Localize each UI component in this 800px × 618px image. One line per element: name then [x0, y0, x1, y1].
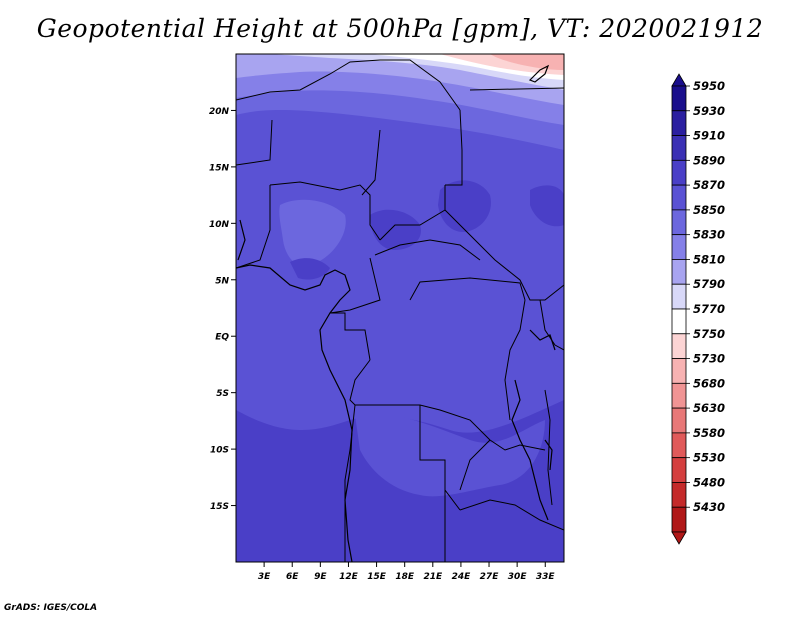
legend-swatch: [671, 506, 687, 533]
legend-label: 5530: [693, 451, 725, 465]
legend-swatch: [671, 85, 687, 112]
lon-tick-label: 18E: [395, 572, 415, 582]
blob-gulf: [290, 258, 330, 280]
lat-tick-label: 5S: [216, 389, 229, 399]
blob-cameroon: [370, 209, 421, 250]
lon-tick-label: 33E: [536, 572, 556, 582]
legend-swatch: [671, 110, 687, 136]
lat-tick-label: 5N: [215, 276, 229, 286]
legend-swatch: [671, 358, 687, 384]
legend-swatch: [671, 209, 687, 236]
band-5730-north: [490, 54, 564, 70]
legend-swatch: [671, 184, 687, 211]
legend-swatch: [671, 259, 687, 285]
legend-label: 5480: [693, 475, 725, 489]
legend-swatch: [671, 407, 687, 434]
legend-label: 5890: [693, 153, 725, 167]
blob-sudan: [530, 185, 564, 227]
lon-tick-label: 6E: [286, 572, 299, 582]
map-title: Geopotential Height at 500hPa [gpm], VT:…: [36, 14, 764, 43]
legend-swatch: [671, 159, 687, 186]
legend-label: 5910: [693, 129, 725, 143]
coastline: [236, 64, 556, 562]
lon-tick-label: 24E: [452, 572, 472, 582]
legend-label: 5850: [693, 203, 725, 217]
lon-tick-label: 27E: [480, 572, 500, 582]
latitude-axis: 20N 15N 10N 5N EQ 5S 10S 15S: [209, 107, 236, 512]
lon-tick-label: 3E: [258, 572, 271, 582]
legend-swatch: [671, 135, 687, 161]
legend-swatch: [671, 382, 687, 409]
credit-label: GrADS: IGES/COLA: [4, 603, 98, 613]
legend-swatch: [671, 457, 687, 483]
height-field: [236, 54, 564, 562]
lon-tick-label: 30E: [508, 572, 528, 582]
legend-label: 5770: [693, 302, 725, 316]
band-5890-interior: [355, 412, 545, 497]
legend-cap-top: [671, 73, 687, 87]
blob-nigeria: [279, 199, 346, 266]
blob-chad: [438, 180, 491, 233]
lon-tick-label: 15E: [367, 572, 387, 582]
lat-tick-label: 10S: [210, 446, 229, 456]
legend-label: 5950: [693, 79, 725, 93]
legend-swatch: [671, 432, 687, 459]
legend-swatch: [671, 482, 687, 508]
lon-tick-label: 12E: [339, 572, 359, 582]
lat-tick-label: 15N: [209, 163, 230, 173]
legend-swatch: [671, 308, 687, 335]
legend-label: 5830: [693, 228, 725, 242]
legend-cap-bottom: [671, 531, 687, 545]
lat-tick-label: 20N: [209, 107, 230, 117]
color-legend: 5950 5930 5910 5890 5870 5850 5830 5810 5790 5770…: [671, 73, 725, 545]
lat-tick-label: 10N: [209, 220, 230, 230]
lat-tick-label: EQ: [215, 333, 229, 343]
legend-swatch: [671, 234, 687, 260]
legend-label: 5630: [693, 401, 725, 415]
legend-label: 5870: [693, 178, 725, 192]
legend-label: 5930: [693, 104, 725, 118]
legend-label: 5680: [693, 376, 725, 390]
legend-swatch: [671, 333, 687, 359]
lon-tick-label: 9E: [314, 572, 327, 582]
lat-tick-label: 15S: [210, 502, 229, 512]
lon-tick-label: 21E: [423, 572, 443, 582]
map-frame: [235, 53, 565, 563]
legend-swatch: [671, 283, 687, 310]
legend-label: 5810: [693, 252, 725, 266]
legend-label: 5430: [693, 500, 725, 514]
legend-label: 5750: [693, 327, 725, 341]
legend-label: 5790: [693, 277, 725, 291]
longitude-axis: 3E 6E 9E 12E 15E 18E 21E 24E 27E 30E 33E: [258, 562, 556, 582]
legend-label: 5730: [693, 352, 725, 366]
legend-label: 5580: [693, 426, 725, 440]
